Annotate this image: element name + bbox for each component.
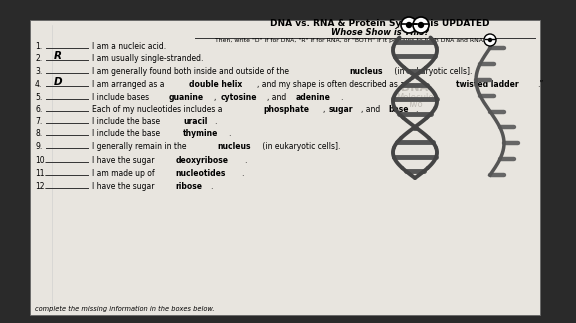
Text: I include the base: I include the base — [92, 129, 162, 138]
Circle shape — [488, 38, 492, 42]
Text: 4.: 4. — [35, 79, 42, 89]
Text: .: . — [229, 129, 231, 138]
Text: cytosine: cytosine — [220, 92, 257, 101]
Text: .: . — [211, 182, 213, 191]
Text: Two: Two — [407, 99, 423, 109]
Text: ,: , — [214, 92, 219, 101]
Text: nucleotides: nucleotides — [176, 169, 226, 178]
Text: base: base — [388, 105, 409, 113]
Text: 11.: 11. — [35, 169, 47, 178]
Text: I am usually single-stranded.: I am usually single-stranded. — [92, 54, 203, 62]
Text: .: . — [340, 92, 343, 101]
Text: D: D — [54, 77, 63, 87]
Text: guanine: guanine — [169, 92, 204, 101]
Text: ribose: ribose — [176, 182, 203, 191]
Text: I include bases: I include bases — [92, 92, 151, 101]
Text: nucleus: nucleus — [349, 67, 383, 76]
Text: Each of my nucleotides includes a: Each of my nucleotides includes a — [92, 105, 225, 113]
Text: .: . — [241, 169, 243, 178]
Text: I am arranged as a: I am arranged as a — [92, 79, 167, 89]
Text: thymine: thymine — [183, 129, 218, 138]
Text: uracil: uracil — [183, 117, 207, 126]
Text: DNA: DNA — [401, 83, 429, 93]
Text: Molecule: Molecule — [396, 92, 434, 101]
Text: I am made up of: I am made up of — [92, 169, 157, 178]
Text: ,: , — [323, 105, 328, 113]
Text: I generally remain in the: I generally remain in the — [92, 141, 189, 151]
Text: , and: , and — [361, 105, 382, 113]
Text: adenine: adenine — [295, 92, 330, 101]
Circle shape — [413, 17, 429, 33]
Text: , and: , and — [267, 92, 289, 101]
Text: .: . — [415, 105, 417, 113]
Text: 8.: 8. — [35, 129, 42, 138]
Text: 12.: 12. — [35, 182, 47, 191]
Text: I am generally found both inside and outside of the: I am generally found both inside and out… — [92, 67, 291, 76]
Circle shape — [418, 22, 424, 28]
Text: complete the missing information in the boxes below.: complete the missing information in the … — [35, 306, 214, 312]
Text: nucleus: nucleus — [217, 141, 251, 151]
Text: deoxyribose: deoxyribose — [176, 155, 229, 164]
Text: 9.: 9. — [35, 141, 42, 151]
Circle shape — [401, 17, 417, 33]
Text: .”: .” — [537, 79, 543, 89]
Text: 10.: 10. — [35, 155, 47, 164]
Text: I have the sugar: I have the sugar — [92, 182, 157, 191]
Text: R: R — [54, 51, 62, 61]
Circle shape — [406, 22, 412, 28]
Circle shape — [484, 34, 496, 46]
Text: (in eukaryotic cells].: (in eukaryotic cells]. — [260, 141, 340, 151]
Text: double helix: double helix — [188, 79, 242, 89]
Text: Then, write "D" if for DNA, "R" if for RNA, or "BOTH" if it pertains to both DNA: Then, write "D" if for DNA, "R" if for R… — [215, 37, 485, 43]
Text: twisted ladder: twisted ladder — [456, 79, 519, 89]
Text: 1.: 1. — [35, 41, 42, 50]
Text: 7.: 7. — [35, 117, 42, 126]
Text: .: . — [244, 155, 247, 164]
Text: I have the sugar: I have the sugar — [92, 155, 157, 164]
Text: .: . — [214, 117, 217, 126]
Text: , and my shape is often described as a “: , and my shape is often described as a “ — [257, 79, 412, 89]
Text: 5.: 5. — [35, 92, 42, 101]
Text: DNA vs. RNA & Protein Synthesis UPDATED: DNA vs. RNA & Protein Synthesis UPDATED — [270, 18, 490, 27]
Text: Whose Show is This?: Whose Show is This? — [331, 27, 429, 36]
Text: 2.: 2. — [35, 54, 42, 62]
Text: I am a nucleic acid.: I am a nucleic acid. — [92, 41, 166, 50]
Text: phosphate: phosphate — [263, 105, 309, 113]
FancyBboxPatch shape — [30, 20, 540, 315]
Text: I include the base: I include the base — [92, 117, 162, 126]
Text: (in eukaryotic cells].: (in eukaryotic cells]. — [392, 67, 473, 76]
Text: 3.: 3. — [35, 67, 42, 76]
Text: 6.: 6. — [35, 105, 42, 113]
Text: sugar: sugar — [329, 105, 354, 113]
